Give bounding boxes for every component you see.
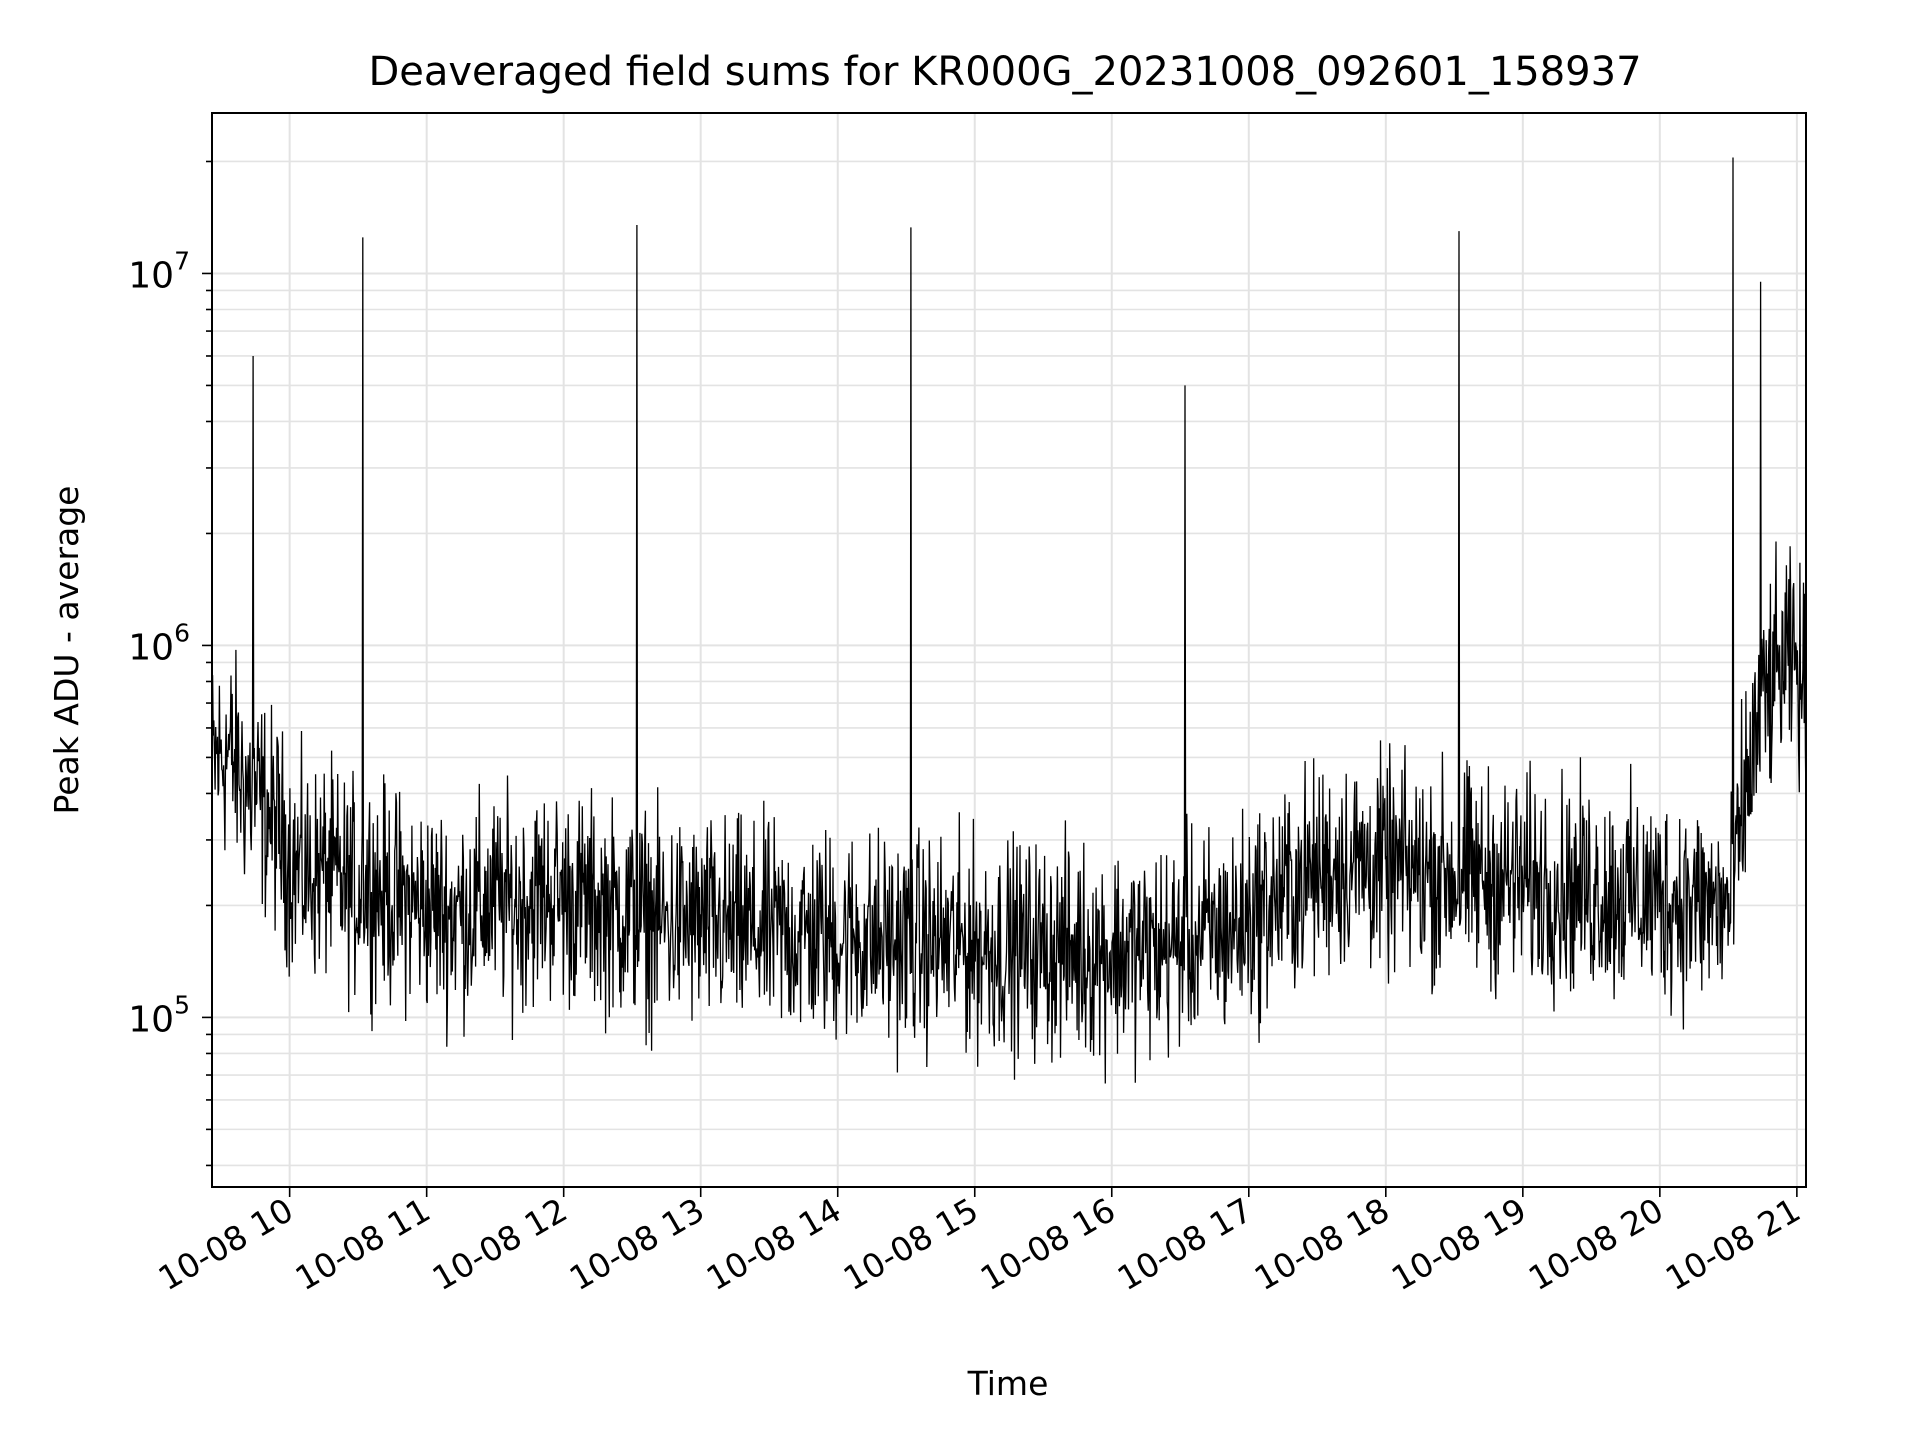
chart-title: Deaveraged field sums for KR000G_2023100… [368, 49, 1641, 95]
x-tick-label: 10-08 16 [974, 1190, 1122, 1298]
x-tick-label: 10-08 11 [289, 1190, 437, 1298]
x-tick-label: 10-08 13 [563, 1190, 711, 1298]
x-tick-label: 10-08 10 [152, 1190, 300, 1298]
x-tick-label: 10-08 14 [700, 1190, 848, 1298]
x-tick-label: 10-08 15 [837, 1190, 985, 1298]
x-axis-label: Time [967, 1364, 1049, 1403]
x-tick-label: 10-08 19 [1385, 1190, 1533, 1298]
y-axis-label: Peak ADU - average [47, 486, 86, 815]
x-tick-label: 10-08 17 [1111, 1190, 1259, 1298]
x-tick-label: 10-08 12 [426, 1190, 574, 1298]
plot-frame [211, 112, 1807, 1188]
x-tick-label: 10-08 21 [1659, 1190, 1807, 1298]
x-tick-label: 10-08 20 [1522, 1190, 1670, 1298]
data-series-line [211, 157, 1807, 1084]
y-tick-label: 106 [128, 618, 190, 668]
grid-layer [212, 113, 1806, 1187]
y-tick-label: 105 [128, 990, 190, 1040]
plot-layer [211, 157, 1807, 1084]
x-tick-label: 10-08 18 [1248, 1190, 1396, 1298]
y-tick-label: 107 [128, 246, 190, 296]
